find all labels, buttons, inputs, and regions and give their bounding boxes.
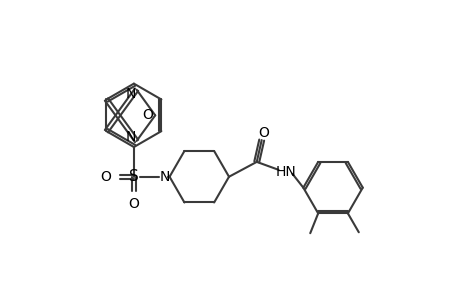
Text: O: O [141,108,152,122]
Text: N: N [159,170,169,184]
Text: N: N [125,87,135,100]
Text: O: O [257,126,269,140]
Text: N: N [125,130,135,144]
Text: S: S [129,169,139,184]
Text: O: O [101,170,112,184]
Text: HN: HN [275,165,296,179]
Text: O: O [128,197,139,212]
